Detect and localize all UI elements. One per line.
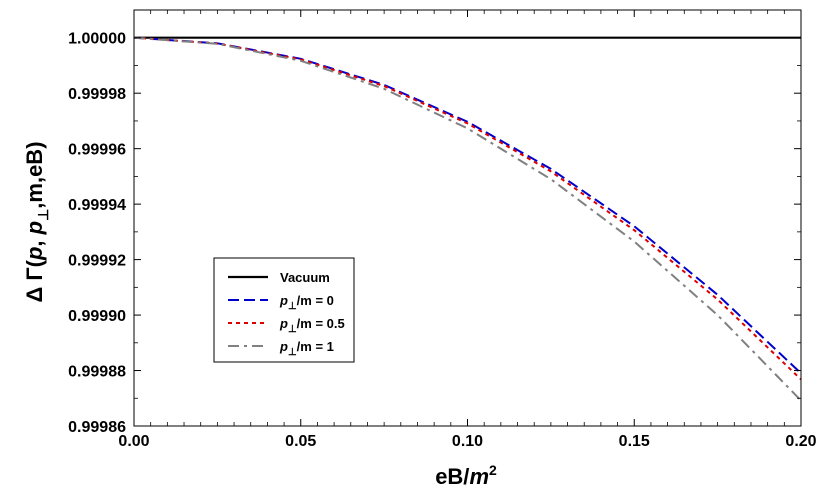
y-tick-label: 0.99994 bbox=[68, 197, 126, 214]
y-tick-label: 0.99998 bbox=[68, 86, 126, 103]
y-tick-label: 1.00000 bbox=[68, 31, 126, 48]
series-line-1 bbox=[133, 36, 802, 375]
x-tick-label: 0.05 bbox=[285, 433, 316, 450]
legend-label-0: Vacuum bbox=[280, 270, 330, 285]
legend: Vacuum p⊥/m = 0 p⊥/m = 0.5 p⊥/m = 1 bbox=[213, 257, 355, 363]
series-line-3 bbox=[133, 36, 802, 402]
plot-lines bbox=[133, 36, 802, 402]
y-tick-label: 0.99992 bbox=[68, 253, 126, 270]
y-tick-label: 0.99988 bbox=[68, 364, 126, 381]
x-axis-label: eB/m2 bbox=[435, 462, 497, 489]
x-tick-label: 0.10 bbox=[452, 433, 483, 450]
y-tick-label: 0.99996 bbox=[68, 142, 126, 159]
legend-label-1: p⊥/m = 0 bbox=[279, 293, 334, 312]
x-tick-label: 0.00 bbox=[118, 433, 149, 450]
legend-label-2: p⊥/m = 0.5 bbox=[279, 316, 345, 335]
x-tick-label: 0.15 bbox=[619, 433, 650, 450]
axis-ticks: 0.00 0.05 0.10 0.15 0.20 0.99986 0.99988 0.9999… bbox=[68, 9, 817, 450]
y-axis-label: Δ Γ(p, p⊥,m,eB) bbox=[22, 141, 51, 302]
series-line-2 bbox=[133, 36, 802, 381]
plot-frame bbox=[133, 9, 802, 427]
x-tick-label: 0.20 bbox=[785, 433, 816, 450]
legend-box bbox=[213, 257, 355, 363]
legend-label-3: p⊥/m = 1 bbox=[279, 339, 334, 358]
y-tick-label: 0.99986 bbox=[68, 419, 126, 436]
y-tick-label: 0.99990 bbox=[68, 308, 126, 325]
